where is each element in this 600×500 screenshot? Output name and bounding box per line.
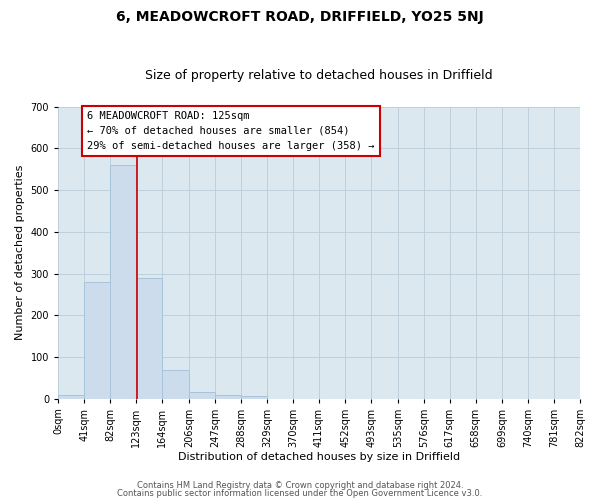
Y-axis label: Number of detached properties: Number of detached properties [15,165,25,340]
Bar [84,282,110,399]
Bar [241,396,267,398]
Text: Contains HM Land Registry data © Crown copyright and database right 2024.: Contains HM Land Registry data © Crown c… [137,481,463,490]
Bar [162,370,189,398]
Text: 6, MEADOWCROFT ROAD, DRIFFIELD, YO25 5NJ: 6, MEADOWCROFT ROAD, DRIFFIELD, YO25 5NJ [116,10,484,24]
Text: Contains public sector information licensed under the Open Government Licence v3: Contains public sector information licen… [118,488,482,498]
Bar [110,165,136,398]
Bar [215,395,241,398]
X-axis label: Distribution of detached houses by size in Driffield: Distribution of detached houses by size … [178,452,460,462]
Bar [136,278,162,398]
Bar [189,392,215,398]
Text: 6 MEADOWCROFT ROAD: 125sqm
← 70% of detached houses are smaller (854)
29% of sem: 6 MEADOWCROFT ROAD: 125sqm ← 70% of deta… [87,111,375,150]
Title: Size of property relative to detached houses in Driffield: Size of property relative to detached ho… [145,69,493,82]
Bar [58,395,84,398]
